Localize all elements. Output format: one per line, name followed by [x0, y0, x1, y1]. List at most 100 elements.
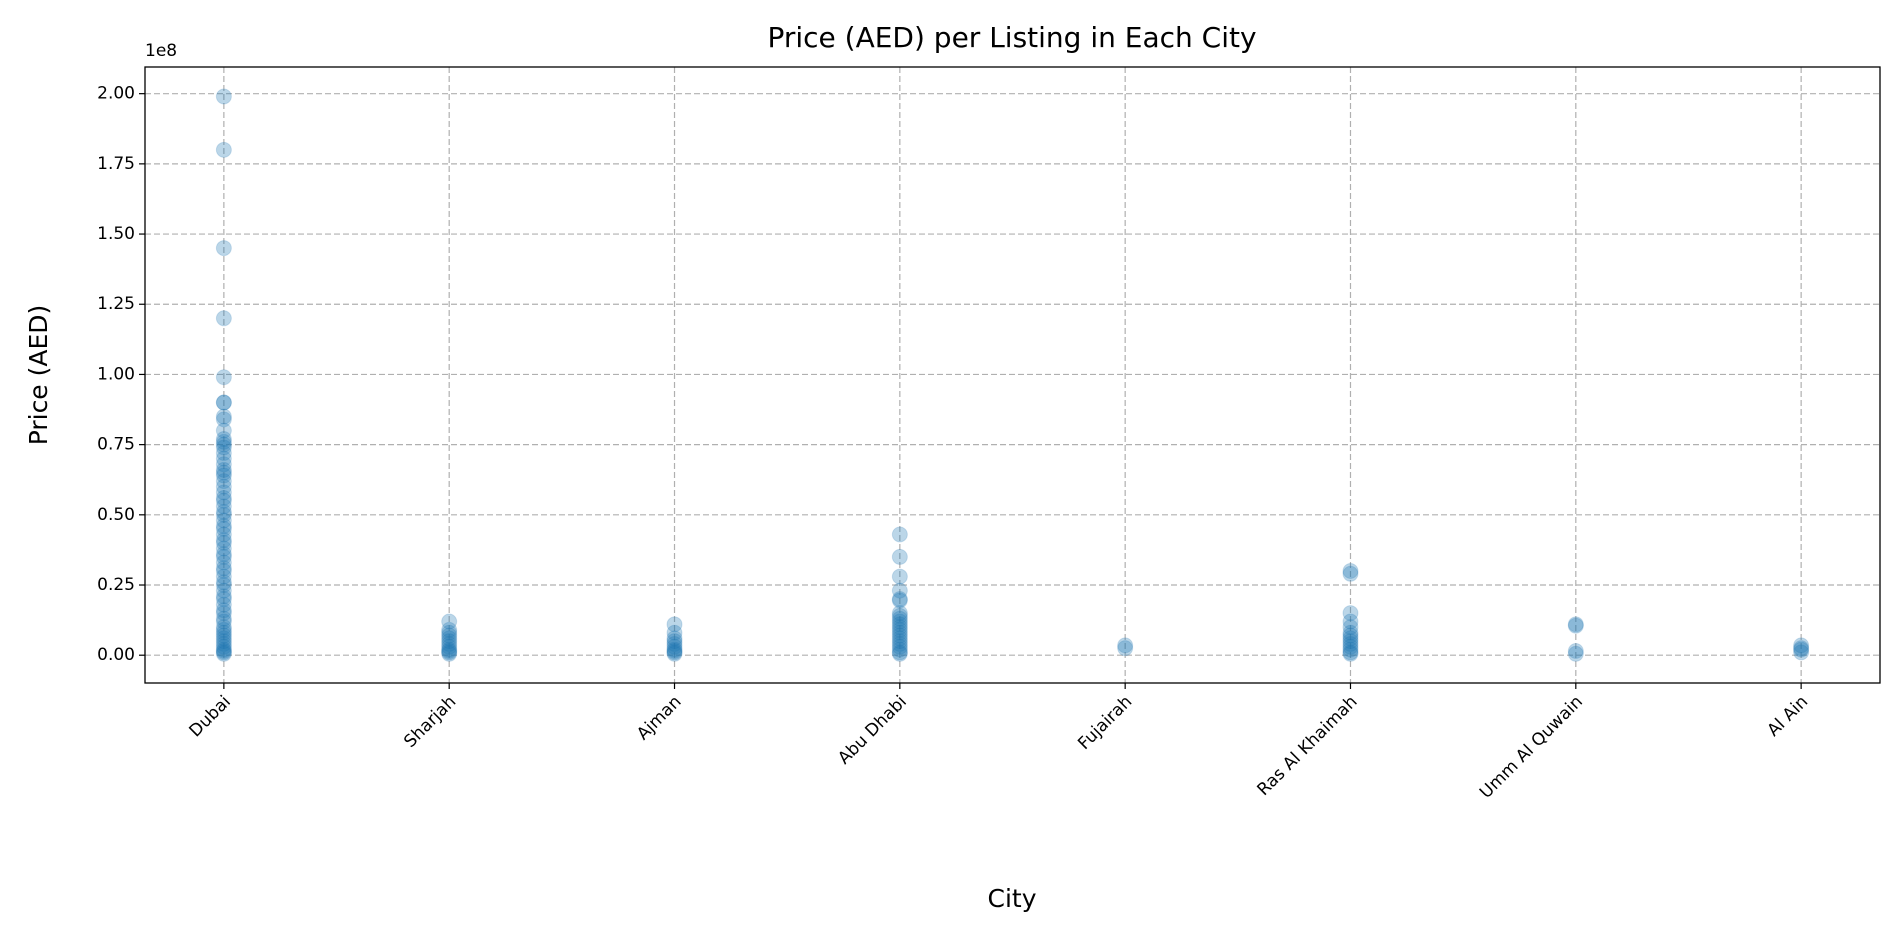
point — [441, 644, 458, 661]
point — [215, 473, 232, 490]
point — [215, 619, 232, 636]
point — [891, 607, 908, 624]
point — [891, 641, 908, 658]
point — [441, 624, 458, 641]
y-tick-label: 0.25 — [97, 575, 135, 595]
point — [441, 641, 458, 658]
x-tick-label: Dubai — [186, 692, 235, 741]
point — [441, 633, 458, 650]
point — [1342, 633, 1359, 650]
point — [891, 627, 908, 644]
point — [1342, 562, 1359, 579]
point — [215, 642, 232, 659]
point — [1342, 644, 1359, 661]
point — [215, 492, 232, 509]
point — [215, 433, 232, 450]
point — [441, 638, 458, 655]
point — [215, 562, 232, 579]
point — [215, 596, 232, 613]
point — [215, 141, 232, 158]
point — [1793, 644, 1810, 661]
point — [215, 548, 232, 565]
y-tick-label: 1.75 — [97, 154, 135, 174]
y-offset-text: 1e8 — [145, 41, 177, 61]
x-tick-label: Al Ain — [1763, 692, 1812, 741]
point — [891, 568, 908, 585]
point — [1342, 627, 1359, 644]
point — [215, 436, 232, 453]
y-tick-label: 0.00 — [97, 645, 135, 665]
point — [891, 548, 908, 565]
point — [215, 240, 232, 257]
point — [666, 641, 683, 658]
x-tick-label: Umm Al Quwain — [1476, 692, 1587, 803]
point — [215, 394, 232, 411]
point — [215, 484, 232, 501]
x-tick-label: Ras Al Khaimah — [1254, 692, 1362, 800]
point — [215, 450, 232, 467]
point — [891, 644, 908, 661]
y-axis-label: Price (AED) — [24, 305, 53, 446]
point — [441, 645, 458, 662]
point — [215, 518, 232, 535]
point — [891, 605, 908, 622]
point — [666, 644, 683, 661]
point — [1567, 616, 1584, 633]
y-tick-label: 0.75 — [97, 435, 135, 455]
point — [1342, 613, 1359, 630]
point — [215, 456, 232, 473]
point — [1567, 642, 1584, 659]
point — [215, 478, 232, 495]
point — [1342, 641, 1359, 658]
point — [215, 431, 232, 448]
y-tick-label: 2.00 — [97, 84, 135, 104]
point — [215, 534, 232, 551]
point — [215, 588, 232, 605]
chart-title: Price (AED) per Listing in Each City — [767, 21, 1256, 54]
point — [215, 577, 232, 594]
point — [215, 540, 232, 557]
point — [1342, 619, 1359, 636]
axes-frame — [144, 66, 1881, 684]
point — [215, 633, 232, 650]
point — [891, 610, 908, 627]
point — [666, 638, 683, 655]
point — [891, 630, 908, 647]
point — [666, 616, 683, 633]
point — [441, 642, 458, 659]
point — [215, 489, 232, 506]
point — [891, 635, 908, 652]
point — [215, 635, 232, 652]
point — [441, 627, 458, 644]
point — [215, 638, 232, 655]
y-tick-label: 1.00 — [97, 364, 135, 384]
point — [215, 526, 232, 543]
point — [215, 422, 232, 439]
point — [215, 532, 232, 549]
point — [215, 574, 232, 591]
point — [441, 635, 458, 652]
point — [891, 592, 908, 609]
point — [215, 546, 232, 563]
point — [215, 582, 232, 599]
point — [215, 411, 232, 428]
point — [215, 464, 232, 481]
x-axis-label: City — [988, 884, 1037, 913]
point — [215, 610, 232, 627]
point — [1342, 645, 1359, 662]
point — [215, 512, 232, 529]
point — [215, 560, 232, 577]
point — [215, 624, 232, 641]
point — [1567, 617, 1584, 634]
point — [1793, 637, 1810, 654]
y-tick-label: 0.50 — [97, 505, 135, 525]
point — [891, 638, 908, 655]
x-tick-label: Sharjah — [400, 692, 460, 752]
point — [441, 621, 458, 638]
point — [891, 619, 908, 636]
point — [441, 613, 458, 630]
point — [215, 467, 232, 484]
point — [215, 554, 232, 571]
point — [215, 506, 232, 523]
